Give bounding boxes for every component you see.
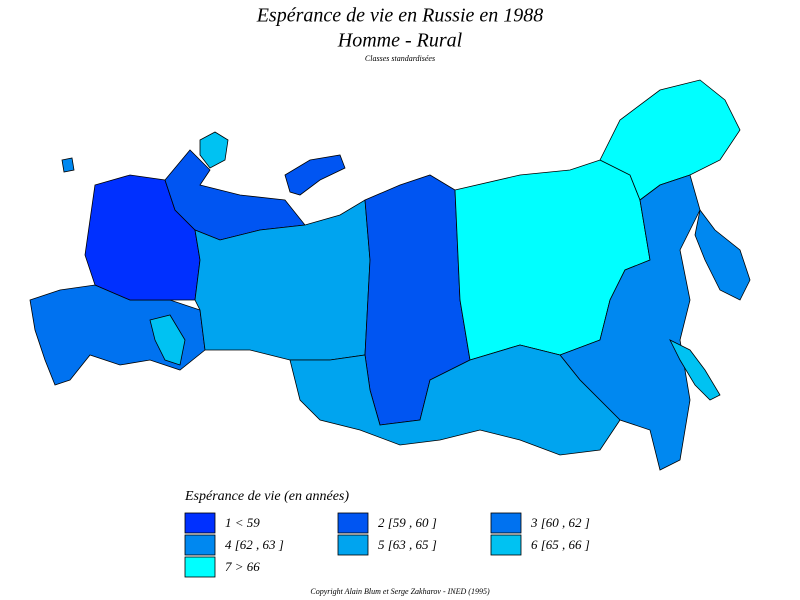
region [284,154,346,196]
region [289,344,621,456]
title: Espérance de vie en Russie en 1988 [256,5,544,27]
region [669,339,721,401]
map [29,79,751,471]
copyright: Copyright Alain Blum et Serge Zakharov -… [310,587,490,596]
region [694,209,751,301]
region [599,79,741,201]
legend-label: 5 [63 , 65 ] [378,537,437,552]
region [61,157,75,173]
subtitle: Homme - Rural [337,30,463,52]
legend-label: 1 < 59 [225,515,260,530]
region [559,174,701,471]
legend-swatch [184,534,216,556]
region [199,131,229,169]
legend-label: 7 > 66 [225,559,260,574]
legend-label: 6 [65 , 66 ] [531,537,590,552]
legend-swatch [337,512,369,534]
region [149,314,186,366]
legend: 1 < 59 2 [59 , 60 ] 3 [60 , 62 ] 4 [62 , 63… [184,512,590,578]
legend-label: 3 [60 , 62 ] [530,515,590,530]
note: Classes standardisées [365,54,435,63]
legend-swatch [490,512,522,534]
legend-label: 4 [62 , 63 ] [225,537,284,552]
legend-swatch [490,534,522,556]
legend-swatch [184,512,216,534]
legend-title: Espérance de vie (en années) [184,489,349,504]
legend-label: 2 [59 , 60 ] [378,515,437,530]
legend-swatch [184,556,216,578]
region [164,149,306,241]
legend-swatch [337,534,369,556]
